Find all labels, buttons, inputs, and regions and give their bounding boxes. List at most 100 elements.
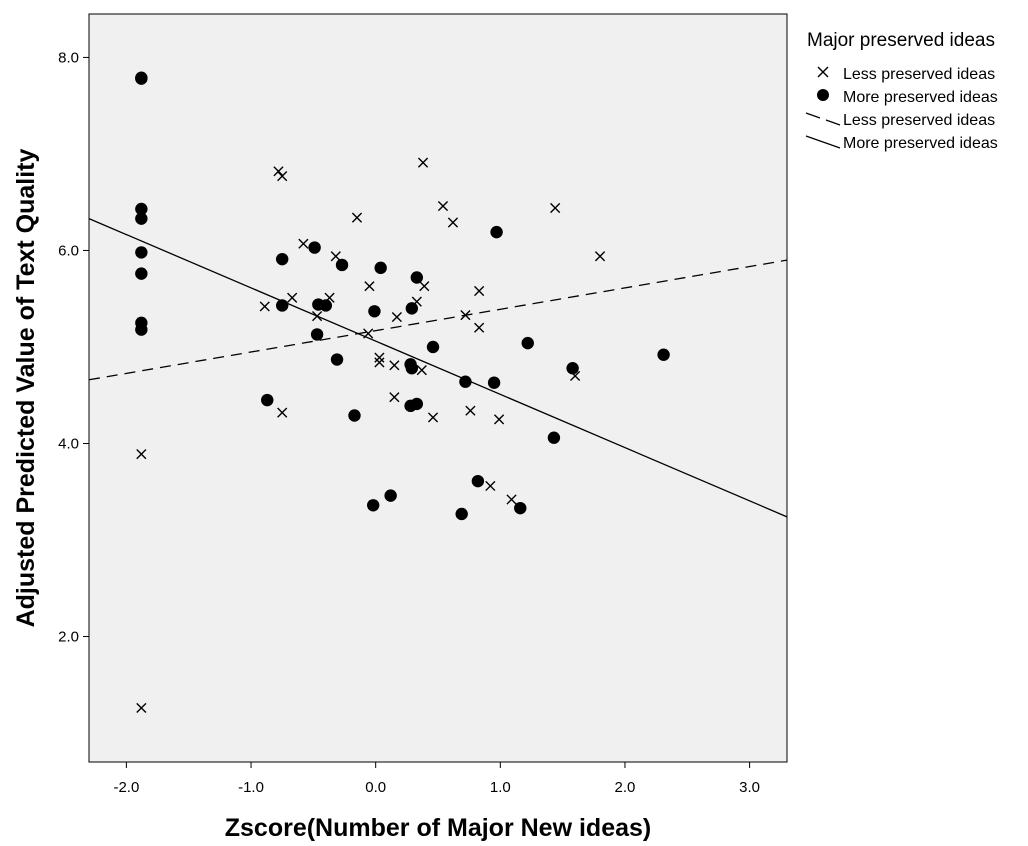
data-point-circle — [566, 362, 579, 375]
data-point-circle — [459, 375, 472, 388]
data-point-circle — [348, 409, 361, 422]
data-point-x — [437, 200, 449, 212]
data-point-circle — [368, 305, 381, 318]
dashed-line-icon — [805, 112, 841, 126]
legend-label: More preserved ideas — [843, 135, 998, 152]
x-stroke — [465, 405, 476, 416]
data-point-x — [493, 414, 505, 425]
legend-title: Major preserved ideas — [807, 30, 995, 51]
x-stroke — [277, 407, 288, 418]
data-point-x — [417, 157, 429, 168]
x-stroke — [389, 360, 400, 371]
x-tick-label: 2.0 — [615, 779, 636, 796]
data-points — [135, 71, 670, 714]
legend-item-more-markers: More preserved ideas — [817, 89, 998, 106]
data-point-x — [391, 311, 402, 323]
data-point-circle — [135, 212, 148, 225]
data-point-x — [419, 281, 430, 292]
data-point-circle — [426, 340, 440, 354]
data-point-x — [312, 311, 323, 322]
x-tick-label: 0.0 — [365, 779, 386, 796]
x-stroke — [363, 328, 374, 339]
data-point-circle — [135, 246, 148, 259]
data-point-circle — [410, 397, 424, 411]
legend-item-less-line: Less preserved ideas — [805, 112, 995, 129]
data-point-x — [474, 322, 485, 333]
data-point-circle — [135, 267, 148, 280]
data-point-circle — [405, 362, 419, 375]
data-point-circle — [405, 302, 419, 315]
data-point-x — [389, 360, 400, 371]
data-point-x — [277, 407, 288, 418]
x-stroke — [374, 357, 385, 368]
x-stroke — [273, 166, 284, 177]
y-tick-label: 4.0 — [58, 435, 79, 452]
data-point-x — [447, 217, 459, 228]
x-stroke — [136, 449, 147, 460]
x-stroke — [364, 281, 375, 292]
data-point-circle — [135, 72, 148, 85]
x-stroke — [136, 702, 147, 714]
legend: Major preserved ideas Less preserved ide… — [805, 30, 998, 152]
x-stroke — [391, 311, 402, 323]
legend-label: More preserved ideas — [843, 89, 998, 106]
x-stroke — [506, 494, 517, 505]
x-stroke — [570, 370, 581, 382]
data-point-x — [460, 310, 471, 321]
fit-line-dashed — [88, 259, 788, 381]
axes: -2.0 -1.0 0.0 1.0 2.0 3.0 2.0 4.0 6.0 8.0 — [58, 49, 760, 796]
x-stroke — [277, 171, 288, 182]
data-point-circle — [490, 225, 503, 239]
x-stroke — [550, 202, 561, 214]
x-stroke — [259, 301, 270, 312]
x-stroke — [460, 310, 471, 321]
data-point-circle — [308, 241, 321, 254]
data-point-x — [277, 171, 288, 182]
data-point-x — [364, 281, 375, 292]
data-point-circle — [384, 489, 397, 502]
data-point-x — [485, 480, 496, 492]
data-point-x — [474, 285, 485, 297]
data-point-x — [550, 202, 561, 214]
x-marker-icon — [817, 66, 829, 78]
x-tick-label: 1.0 — [490, 779, 511, 796]
x-tick-label: -2.0 — [113, 779, 139, 796]
data-point-circle — [521, 336, 534, 350]
data-point-x — [298, 238, 309, 249]
data-point-circle — [335, 258, 349, 272]
legend-item-more-line: More preserved ideas — [805, 135, 998, 152]
fit-lines — [88, 218, 788, 518]
x-stroke — [330, 251, 341, 262]
data-point-x — [330, 251, 341, 262]
data-point-x — [427, 412, 439, 423]
data-point-circle — [135, 202, 148, 216]
data-point-x — [287, 292, 298, 303]
data-point-x — [259, 301, 270, 312]
data-point-circle — [366, 499, 380, 512]
x-stroke — [493, 414, 505, 425]
data-point-x — [389, 392, 400, 403]
x-stroke — [437, 200, 449, 212]
fit-line-solid — [88, 218, 788, 518]
data-point-x — [465, 405, 476, 416]
data-point-circle — [135, 323, 148, 336]
data-point-x — [374, 357, 385, 368]
x-stroke — [389, 392, 400, 403]
x-stroke — [417, 157, 429, 168]
data-point-circle — [455, 507, 468, 521]
x-stroke — [374, 352, 385, 363]
y-axis-label: Adjusted Predicted Value of Text Quality — [12, 149, 40, 628]
x-stroke — [416, 365, 427, 376]
x-stroke — [485, 480, 496, 492]
data-point-circle — [547, 431, 561, 444]
data-point-circle — [514, 501, 527, 515]
data-point-circle — [657, 348, 670, 361]
x-stroke — [419, 281, 430, 292]
x-stroke — [298, 238, 309, 249]
legend-item-less-markers: Less preserved ideas — [817, 66, 995, 83]
x-stroke — [474, 285, 485, 297]
y-tick-label: 2.0 — [58, 629, 79, 646]
data-point-circle — [261, 393, 274, 407]
